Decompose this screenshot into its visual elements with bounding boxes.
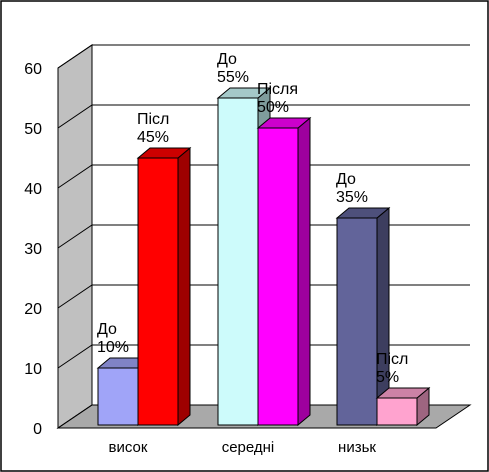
y-tick-label: 0 [33,421,42,438]
data-label: Після [257,81,298,98]
bar-front [376,397,418,426]
data-label: 55% [217,69,249,86]
bar-front [217,97,259,426]
y-tick-label: 40 [24,181,42,198]
data-label: До [217,51,237,68]
y-axis: 0 10 20 30 40 50 60 [24,61,42,438]
data-label: Післ [376,351,408,368]
gridline [57,44,470,69]
y-tick-label: 20 [24,301,42,318]
bar-top [216,87,272,99]
bar-front [257,127,299,426]
data-label: Післ [137,111,169,128]
bar [335,206,391,427]
bar-front [336,217,378,426]
bar-front [97,367,139,426]
bars [96,86,431,427]
bar [136,146,192,427]
x-tick-label: низьк [338,439,376,456]
data-label: 45% [137,129,169,146]
x-axis: висок середні низьк [109,439,377,456]
y-tick-label: 30 [24,241,42,258]
data-label: 5% [376,369,399,386]
bar-top [375,387,431,399]
bar-top [256,117,312,129]
y-tick-label: 50 [24,121,42,138]
bar-front [137,157,179,426]
gridline [57,104,470,129]
x-tick-label: середні [222,439,275,456]
data-label: 50% [257,99,289,116]
data-label: До [97,321,117,338]
x-tick-label: висок [109,439,148,456]
bar-side [297,116,311,427]
bar [256,116,312,427]
data-label: До [336,171,356,188]
bar-top [335,207,391,219]
data-label: 10% [97,339,129,356]
bar [375,386,431,427]
bar-side [177,146,191,427]
data-label: 35% [336,189,368,206]
bar-top [136,147,192,159]
y-tick-label: 10 [24,361,42,378]
gridline [57,164,470,189]
y-tick-label: 60 [24,61,42,78]
